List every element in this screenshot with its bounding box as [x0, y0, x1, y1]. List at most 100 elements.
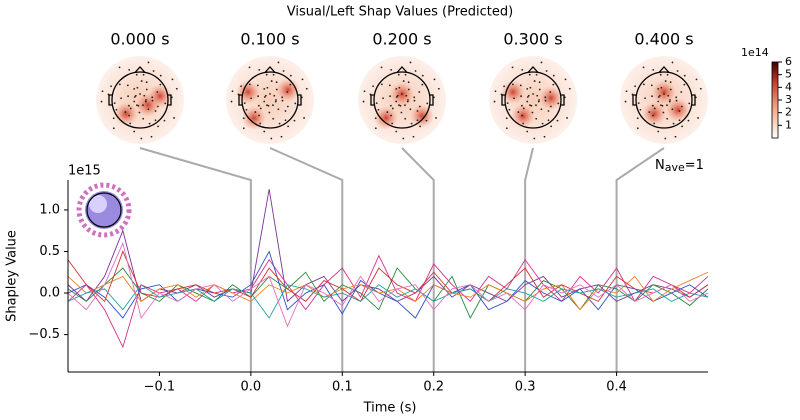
sensor — [402, 137, 405, 140]
topomap-connector — [615, 147, 665, 372]
head — [504, 71, 562, 129]
sensor — [157, 125, 159, 128]
sensor — [671, 61, 674, 64]
sensor — [277, 108, 280, 111]
sensor — [657, 100, 660, 103]
sensor — [426, 102, 429, 105]
sensor — [301, 78, 304, 81]
sensor — [154, 110, 157, 112]
sensor — [407, 81, 410, 84]
sensor — [293, 119, 296, 122]
sensor — [416, 119, 419, 122]
sensor — [537, 100, 540, 103]
sensor — [556, 119, 559, 122]
sensor — [120, 97, 122, 100]
sensor — [526, 130, 529, 133]
sensor — [526, 88, 529, 90]
sensor — [663, 93, 665, 95]
sensor — [566, 117, 568, 119]
sensor — [526, 100, 529, 103]
ears — [632, 94, 696, 106]
sensor — [511, 83, 514, 86]
sensor — [531, 111, 534, 114]
sensor — [390, 68, 393, 71]
sensor — [391, 122, 394, 125]
sensor — [435, 117, 437, 119]
sensor — [624, 100, 627, 103]
topomap — [620, 56, 708, 144]
x-tick-label: −0.1 — [144, 380, 176, 395]
ears — [501, 94, 565, 106]
sensor — [529, 86, 532, 89]
sensor — [409, 61, 412, 64]
sensor — [118, 83, 121, 86]
sensor — [505, 117, 508, 120]
sensor — [175, 87, 178, 90]
sensor — [391, 107, 394, 110]
sensor — [145, 81, 148, 84]
sensor — [377, 108, 380, 111]
sensor — [680, 91, 683, 93]
sensor — [263, 96, 266, 98]
sensor — [286, 91, 289, 93]
sensor — [503, 85, 506, 88]
sensor — [398, 104, 400, 107]
head — [241, 71, 299, 129]
sensor — [413, 99, 416, 102]
sensor — [533, 137, 536, 140]
topomap-blob — [114, 102, 138, 126]
sensor — [289, 83, 292, 86]
sensor — [382, 97, 384, 100]
topomap-blob — [666, 98, 690, 122]
sensor — [282, 70, 285, 72]
sensor — [256, 84, 259, 87]
y-tick-label: 1.0 — [39, 202, 60, 217]
sensor — [258, 68, 261, 71]
sensor — [163, 119, 166, 122]
sensor — [661, 104, 664, 107]
sensor — [541, 122, 544, 125]
colorbar — [771, 61, 779, 139]
sensor — [126, 84, 129, 87]
sensor — [416, 110, 419, 112]
topomap-connector — [401, 147, 435, 372]
sensor — [652, 114, 654, 117]
sensor — [269, 93, 271, 95]
sensor — [410, 122, 413, 125]
sensor — [521, 114, 523, 117]
sensor — [303, 117, 305, 119]
sensor — [552, 74, 555, 77]
topomap-blob — [539, 86, 563, 110]
sensor — [150, 135, 153, 138]
sensor — [277, 61, 280, 64]
sensor — [543, 135, 546, 138]
sensor — [112, 127, 115, 130]
sensor — [657, 130, 660, 133]
sensor — [535, 73, 538, 76]
sensor — [418, 91, 421, 93]
topomap-blob — [410, 104, 434, 128]
signal-line — [68, 241, 709, 328]
signal-line — [68, 189, 709, 303]
sensor — [281, 96, 284, 99]
sensor — [263, 130, 266, 133]
sensor — [118, 66, 121, 69]
sensor — [395, 96, 398, 98]
sensor — [259, 122, 262, 125]
sensor — [140, 80, 143, 82]
sensor — [129, 107, 132, 110]
sensor — [142, 73, 145, 76]
sensor — [136, 104, 138, 107]
sensor — [248, 66, 251, 69]
sensor — [240, 85, 243, 88]
nave-annotation: Nave=1 — [655, 158, 704, 175]
topomap-title: 0.400 s — [634, 30, 693, 49]
topomap-title: 0.200 s — [372, 30, 431, 49]
chart-title: Visual/Left Shap Values (Predicted) — [287, 5, 513, 20]
sensor — [425, 119, 428, 122]
sensor — [697, 117, 699, 119]
sensor — [530, 104, 533, 107]
topomap-blob — [501, 80, 525, 104]
sensor — [151, 99, 154, 102]
sensor — [418, 105, 421, 108]
